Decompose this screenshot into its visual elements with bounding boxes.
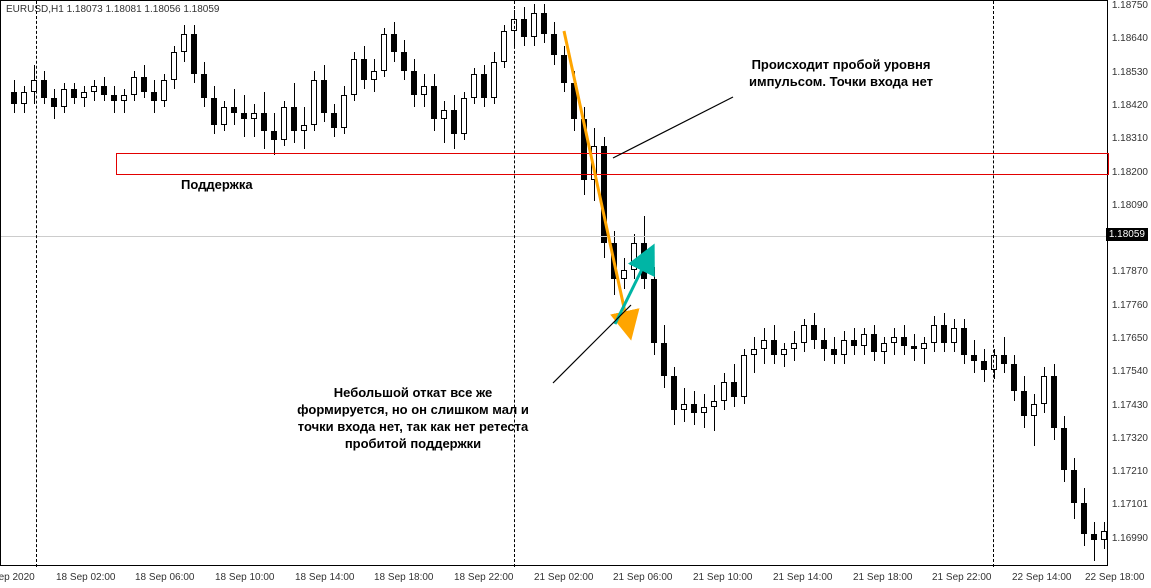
y-tick-label: 1.18750 bbox=[1112, 0, 1148, 11]
x-tick-label: 18 Sep 10:00 bbox=[215, 572, 275, 583]
x-tick-label: 21 Sep 14:00 bbox=[773, 572, 833, 583]
x-tick-label: 21 Sep 22:00 bbox=[932, 572, 992, 583]
current-price-marker: 1.18059 bbox=[1106, 228, 1148, 241]
annotation-pullback: Небольшой откат все же формируется, но о… bbox=[263, 385, 563, 453]
x-tick-label: 18 Sep 14:00 bbox=[295, 572, 355, 583]
y-tick-label: 1.16990 bbox=[1112, 533, 1148, 544]
x-tick-label: 21 Sep 18:00 bbox=[853, 572, 913, 583]
y-tick-label: 1.17540 bbox=[1112, 366, 1148, 377]
x-tick-label: 21 Sep 10:00 bbox=[693, 572, 753, 583]
y-tick-label: 1.17320 bbox=[1112, 433, 1148, 444]
y-tick-label: 1.17430 bbox=[1112, 400, 1148, 411]
y-tick-label: 1.18090 bbox=[1112, 200, 1148, 211]
annotation-breakout: Происходит пробой уровня импульсом. Точк… bbox=[701, 57, 981, 91]
y-tick-label: 1.18640 bbox=[1112, 33, 1148, 44]
x-tick-label: 18 Sep 06:00 bbox=[135, 572, 195, 583]
support-label: Поддержка bbox=[181, 177, 253, 194]
y-tick-label: 1.18420 bbox=[1112, 100, 1148, 111]
x-tick-label: 18 Sep 02:00 bbox=[56, 572, 116, 583]
x-tick-label: 17 Sep 2020 bbox=[0, 572, 35, 583]
x-tick-label: 21 Sep 02:00 bbox=[534, 572, 594, 583]
x-tick-label: 18 Sep 22:00 bbox=[454, 572, 514, 583]
x-tick-label: 18 Sep 18:00 bbox=[374, 572, 434, 583]
y-tick-label: 1.17101 bbox=[1112, 499, 1148, 510]
x-axis: 17 Sep 2020 18 Sep 02:00 18 Sep 06:00 18 Se… bbox=[0, 566, 1151, 588]
x-tick-label: 22 Sep 18:00 bbox=[1085, 572, 1145, 583]
x-tick-label: 21 Sep 06:00 bbox=[613, 572, 673, 583]
y-tick-label: 1.17650 bbox=[1112, 333, 1148, 344]
chart-title: EURUSD,H1 1.18073 1.18081 1.18056 1.1805… bbox=[6, 4, 220, 15]
chart-plot-area: EURUSD,H1 1.18073 1.18081 1.18056 1.1805… bbox=[0, 0, 1108, 566]
y-tick-label: 1.18200 bbox=[1112, 167, 1148, 178]
y-tick-label: 1.18310 bbox=[1112, 133, 1148, 144]
support-zone-box bbox=[116, 153, 1109, 175]
chart-container: EURUSD,H1 1.18073 1.18081 1.18056 1.1805… bbox=[0, 0, 1151, 588]
y-axis: 1.18750 1.18640 1.18530 1.18420 1.18310 1.182… bbox=[1108, 0, 1151, 566]
y-tick-label: 1.17210 bbox=[1112, 466, 1148, 477]
y-tick-label: 1.18530 bbox=[1112, 67, 1148, 78]
y-tick-label: 1.17760 bbox=[1112, 300, 1148, 311]
x-tick-label: 22 Sep 14:00 bbox=[1012, 572, 1072, 583]
y-tick-label: 1.17870 bbox=[1112, 266, 1148, 277]
